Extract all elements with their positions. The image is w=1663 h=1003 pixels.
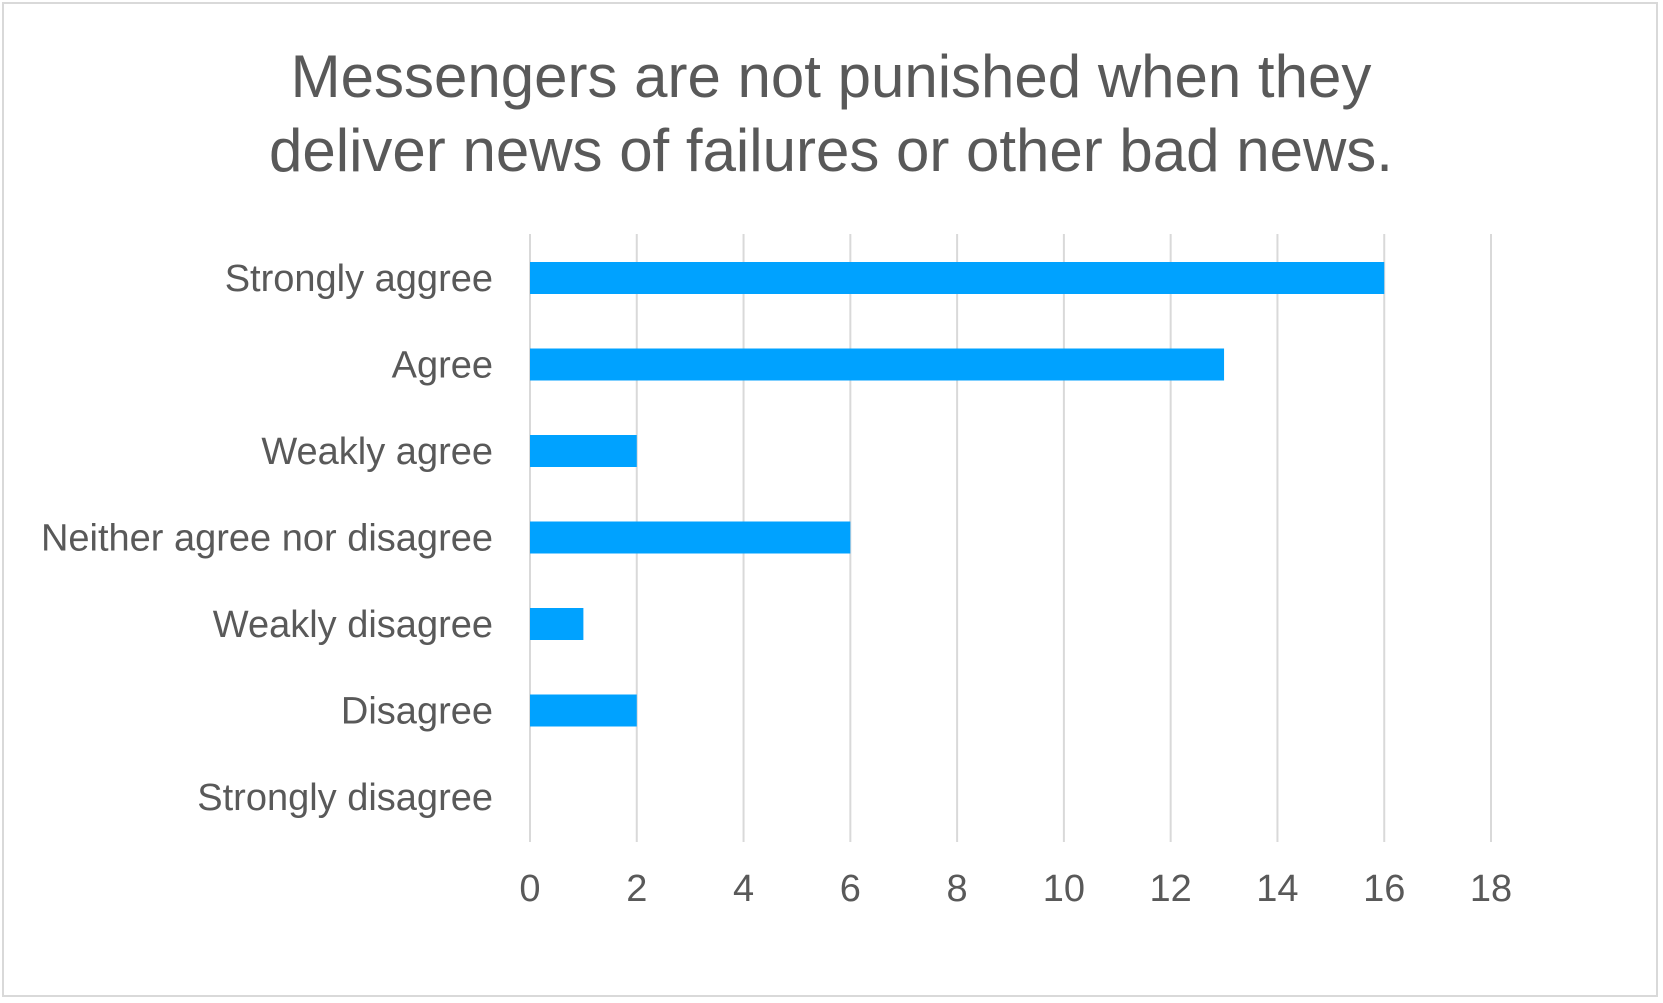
bars — [530, 262, 1385, 727]
category-label-5: Disagree — [341, 691, 493, 733]
category-label-1: Agree — [392, 345, 493, 387]
bar-2 — [530, 435, 637, 467]
x-tick-label-3: 6 — [840, 868, 861, 910]
x-tick-label-1: 2 — [626, 868, 647, 910]
x-tick-label-7: 14 — [1256, 868, 1298, 910]
bar-4 — [530, 608, 584, 640]
bar-0 — [530, 262, 1385, 294]
category-label-4: Weakly disagree — [213, 604, 493, 646]
gridlines — [529, 234, 1492, 842]
x-tick-label-4: 8 — [947, 868, 968, 910]
category-label-0: Strongly aggree — [225, 258, 493, 300]
bar-1 — [530, 348, 1225, 381]
x-axis-tick-labels: 0 2 4 6 8 10 12 14 16 18 — [519, 868, 1512, 910]
category-label-3: Neither agree nor disagree — [41, 518, 493, 560]
bar-3 — [530, 521, 851, 554]
category-label-6: Strongly disagree — [197, 777, 493, 819]
x-tick-label-8: 16 — [1363, 868, 1405, 910]
bar-5 — [530, 694, 637, 727]
chart-title-line-2: deliver news of failures or other bad ne… — [269, 117, 1393, 184]
x-tick-label-5: 10 — [1043, 868, 1085, 910]
x-tick-label-9: 18 — [1470, 868, 1512, 910]
x-tick-label-2: 4 — [733, 868, 754, 910]
category-label-2: Weakly agree — [261, 431, 493, 473]
x-tick-label-0: 0 — [519, 868, 540, 910]
chart-title-line-1: Messengers are not punished when they — [291, 43, 1372, 110]
x-tick-label-6: 12 — [1150, 868, 1192, 910]
category-labels: Strongly aggree Agree Weakly agree Neither … — [41, 258, 493, 819]
